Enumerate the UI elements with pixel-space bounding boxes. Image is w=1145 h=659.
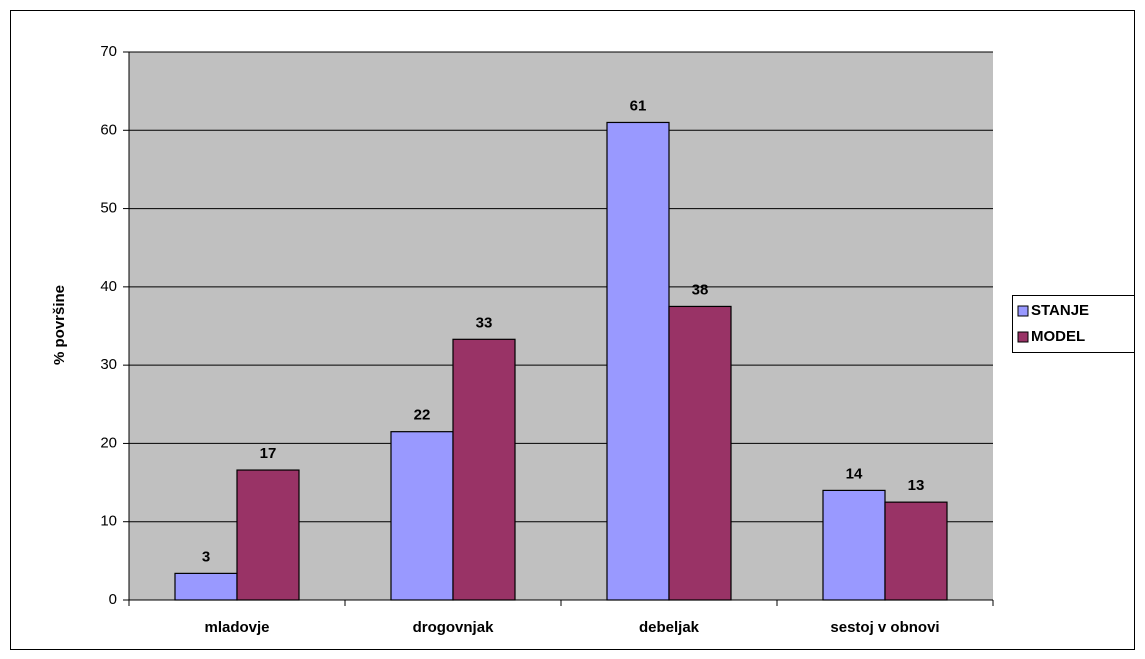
y-tick-label: 70 [100,43,117,60]
bar [822,489,886,601]
legend-swatch [1017,305,1029,317]
x-tick-label: drogovnjak [413,619,495,636]
y-tick-label: 10 [100,513,117,530]
legend-label: STANJE [1031,302,1089,319]
bar [606,121,670,601]
value-label: 33 [476,314,493,331]
value-label: 61 [630,97,647,114]
y-tick-label: 40 [100,278,117,295]
y-axis-label: % površine [51,285,68,365]
bar [236,469,300,601]
bar [668,305,732,601]
bar [390,431,454,601]
x-tick-label: mladovje [204,619,269,636]
value-label: 14 [846,465,863,482]
value-label: 13 [908,477,925,494]
y-tick-label: 20 [100,434,117,451]
bar [884,501,948,601]
legend-box [1012,295,1135,353]
y-tick-label: 0 [109,591,117,608]
value-label: 3 [202,548,210,565]
bar [452,338,516,601]
x-tick-label: sestoj v obnovi [830,619,939,636]
y-tick-label: 50 [100,200,117,217]
legend-label: MODEL [1031,328,1085,345]
y-tick-label: 30 [100,356,117,373]
value-label: 17 [260,445,277,462]
value-label: 22 [414,407,431,424]
legend-swatch [1017,331,1029,343]
value-label: 38 [692,281,709,298]
x-tick-label: debeljak [639,619,700,636]
bar [174,572,238,601]
y-tick-label: 60 [100,121,117,138]
